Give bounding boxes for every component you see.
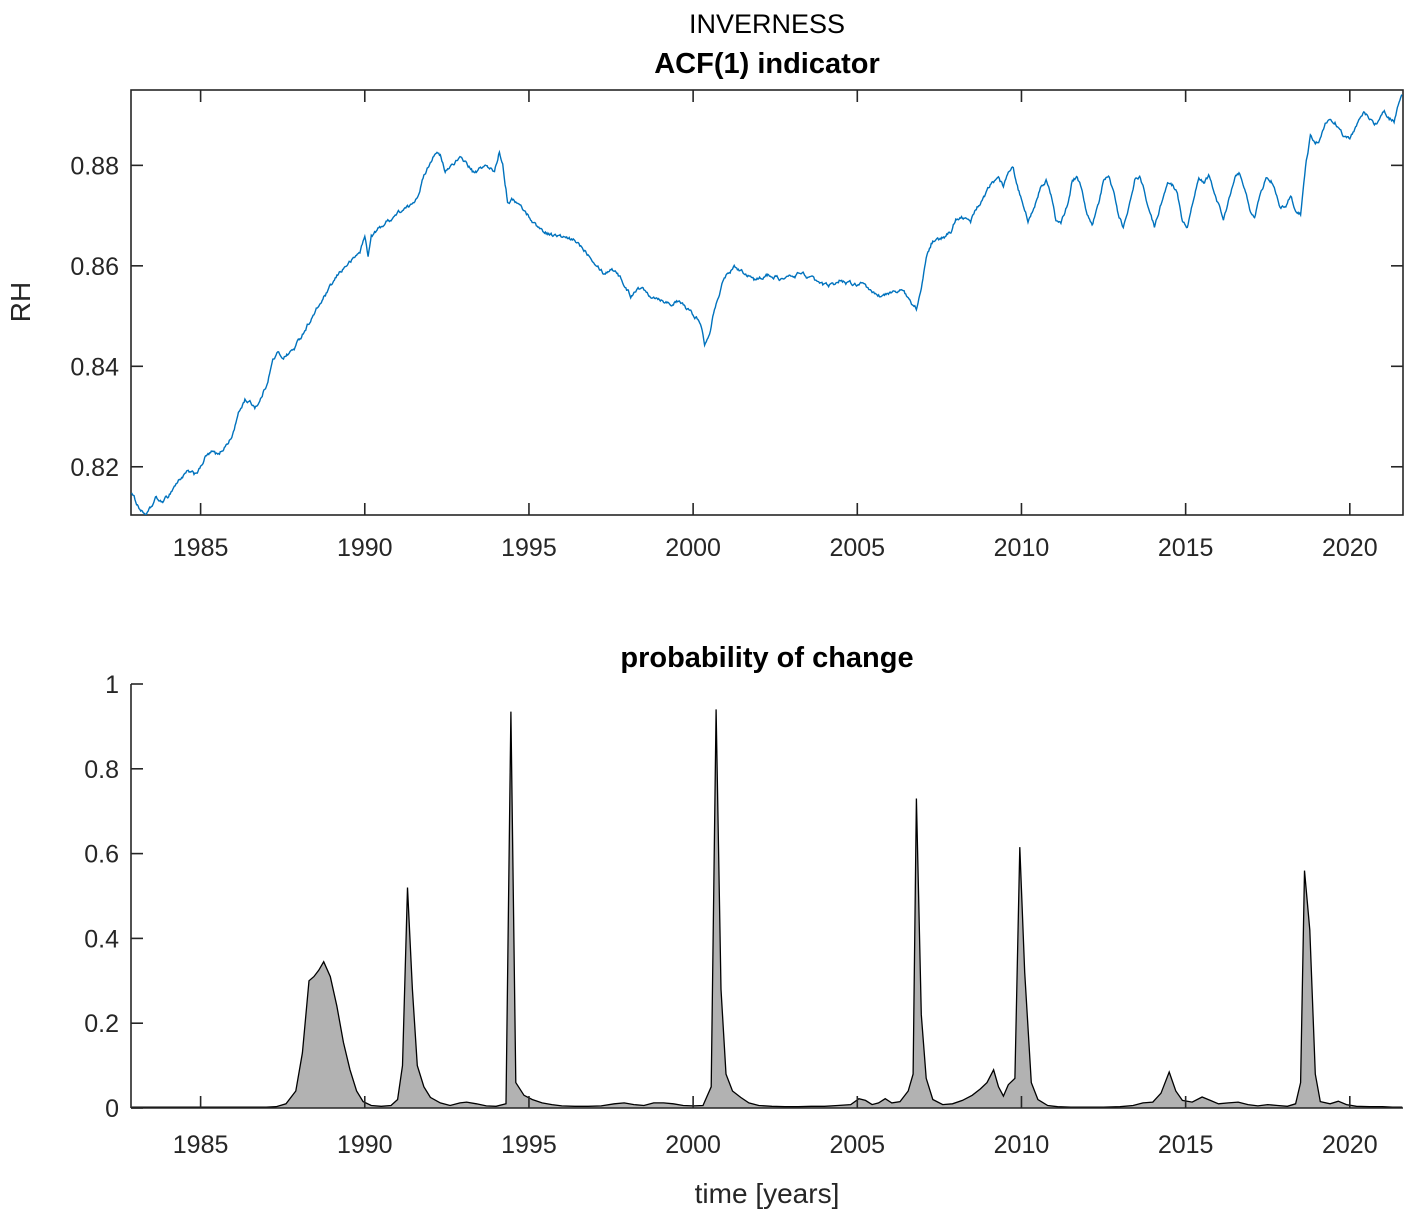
acf-x-tick-label: 2010 xyxy=(994,534,1050,562)
prob-y-tick-label: 0.6 xyxy=(84,841,119,869)
acf-x-tick-label: 1985 xyxy=(173,534,229,562)
figure-suptitle: INVERNESS xyxy=(689,9,845,39)
acf-x-tick-label: 1990 xyxy=(337,534,393,562)
prob-x-tick-label: 2005 xyxy=(829,1131,885,1159)
prob-x-tick-label: 2020 xyxy=(1322,1131,1378,1159)
prob-y-tick-label: 0.4 xyxy=(84,925,119,953)
acf-box xyxy=(130,89,1404,516)
acf-series-line xyxy=(131,94,1403,515)
prob-x-tick-label: 2010 xyxy=(994,1131,1050,1159)
prob-x-axis-label: time [years] xyxy=(695,1178,840,1209)
prob-x-tick-label: 1995 xyxy=(501,1131,557,1159)
acf-x-tick-label: 2015 xyxy=(1158,534,1214,562)
acf-plot-title: ACF(1) indicator xyxy=(654,48,880,80)
prob-x-tick-label: 1990 xyxy=(337,1131,393,1159)
prob-y-tick-label: 0.2 xyxy=(84,1010,119,1038)
prob-axes: 1985 1990 1995 2000 2005 2010 2015 2020 0 0.2 0.4 0… xyxy=(84,671,1403,1159)
prob-plot-title: probability of change xyxy=(620,642,913,674)
acf-y-axis-label: RH xyxy=(5,282,36,322)
acf-frame: 1985 1990 1995 2000 2005 2010 2015 2020 0.82 0.84… xyxy=(70,89,1404,562)
acf-y-tick-label: 0.86 xyxy=(70,253,119,281)
prob-y-tick-label: 0 xyxy=(105,1095,119,1123)
prob-x-tick-label: 2000 xyxy=(665,1131,721,1159)
prob-x-tick-label: 1985 xyxy=(173,1131,229,1159)
prob-series-area xyxy=(131,709,1403,1108)
acf-axes: 1985 1990 1995 2000 2005 2010 2015 2020 0.82 0.84… xyxy=(70,89,1404,562)
acf-y-tick-label: 0.84 xyxy=(70,353,119,381)
acf-x-tick-label: 2020 xyxy=(1322,534,1378,562)
acf-x-tick-label: 2000 xyxy=(665,534,721,562)
acf-x-tick-label: 1995 xyxy=(501,534,557,562)
prob-frame: 1985 1990 1995 2000 2005 2010 2015 2020 0 0.2 0.4 0… xyxy=(84,671,1403,1159)
acf-y-tick-label: 0.82 xyxy=(70,454,119,482)
prob-x-tick-label: 2015 xyxy=(1158,1131,1214,1159)
prob-y-tick-label: 1 xyxy=(105,671,119,699)
acf-x-tick-label: 2005 xyxy=(829,534,885,562)
acf-y-tick-label: 0.88 xyxy=(70,152,119,180)
prob-series-outline xyxy=(131,709,1403,1108)
prob-y-tick-label: 0.8 xyxy=(84,756,119,784)
